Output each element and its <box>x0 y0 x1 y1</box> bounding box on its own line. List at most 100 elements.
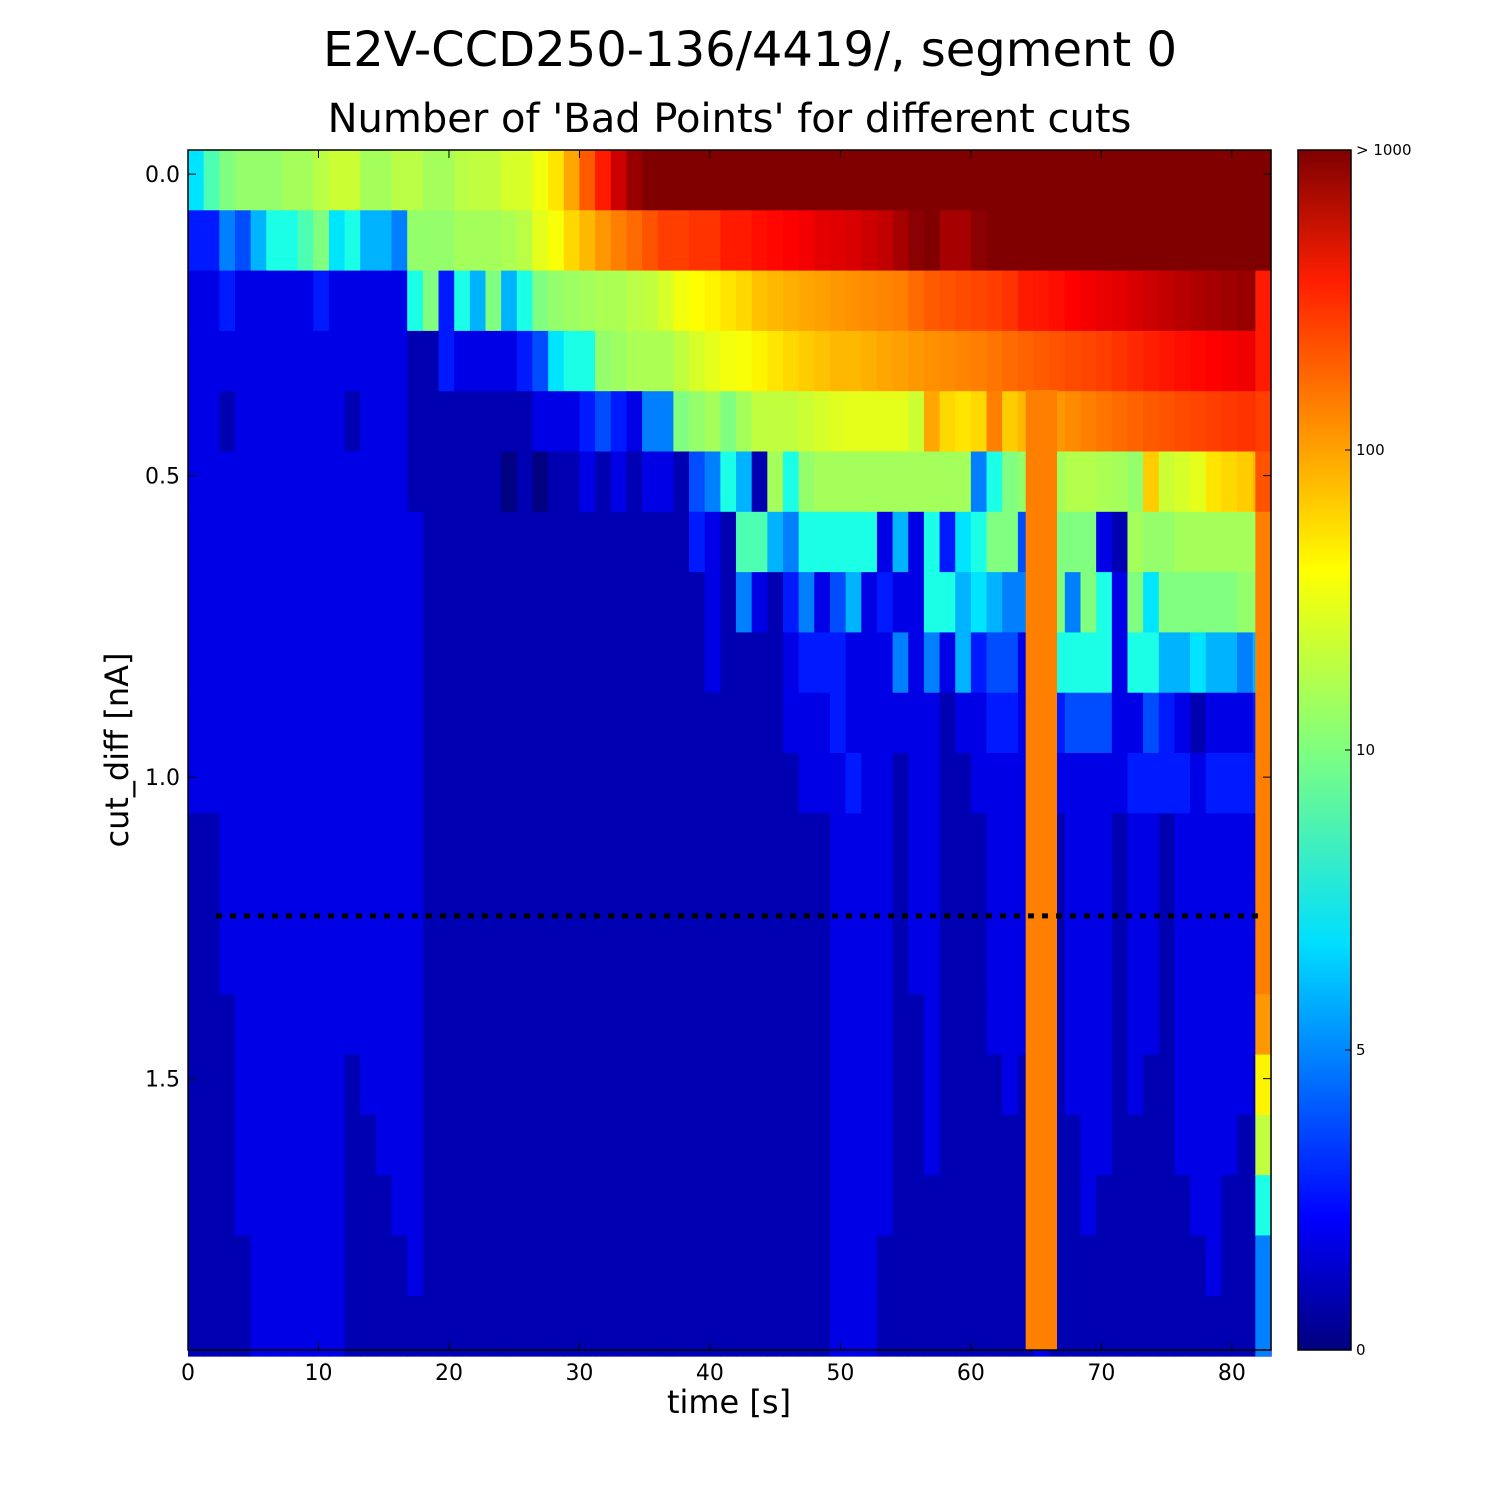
heatmap-cell <box>501 1235 518 1297</box>
heatmap-cell <box>375 1295 393 1357</box>
heatmap-cell <box>595 210 612 272</box>
heatmap-cell <box>1205 150 1223 211</box>
heatmap-cell <box>923 1175 941 1237</box>
heatmap-cell <box>595 1114 612 1176</box>
heatmap-cell <box>814 1114 831 1176</box>
heatmap-cell <box>375 994 393 1056</box>
heatmap-cell <box>657 632 674 694</box>
heatmap-cell <box>642 753 659 814</box>
heatmap-cell <box>970 572 988 634</box>
heatmap-cell <box>328 753 346 814</box>
heatmap-cell <box>219 1175 236 1237</box>
heatmap-cell <box>1111 451 1129 513</box>
heatmap-cell <box>970 1054 988 1116</box>
x-tick-label: 70 <box>1087 1361 1115 1386</box>
heatmap-cell <box>391 150 408 211</box>
heatmap-cell <box>266 933 283 995</box>
heatmap-cell <box>720 572 737 634</box>
heatmap-cell <box>485 270 502 332</box>
heatmap-cell <box>360 572 377 634</box>
heatmap-cell <box>782 753 800 814</box>
heatmap-cell <box>375 451 393 513</box>
heatmap-cell <box>188 632 205 694</box>
heatmap-cell <box>955 150 972 211</box>
heatmap-cell <box>391 1295 408 1357</box>
heatmap-cell <box>548 753 565 814</box>
heatmap-cell <box>344 511 361 573</box>
heatmap-cell <box>438 753 455 814</box>
heatmap-cell <box>1190 1235 1207 1297</box>
heatmap-cell <box>438 933 455 995</box>
heatmap-cell <box>610 632 628 694</box>
heatmap-cell <box>328 692 346 754</box>
heatmap-cell <box>1096 391 1113 453</box>
heatmap-cell <box>876 1175 894 1237</box>
heatmap-cell <box>1174 330 1191 392</box>
heatmap-cell <box>845 572 862 634</box>
edge-cell <box>1255 692 1271 754</box>
heatmap-cell <box>1174 1295 1191 1357</box>
heatmap-cell <box>626 813 643 875</box>
heatmap-cell <box>626 572 643 634</box>
heatmap-cell <box>563 1114 581 1176</box>
heatmap-cell <box>798 1114 815 1176</box>
heatmap-cell <box>689 1175 706 1237</box>
heatmap-cell <box>610 1235 628 1297</box>
heatmap-cell <box>955 1235 972 1297</box>
heatmap-cell <box>1143 270 1160 332</box>
heatmap-cell <box>1221 692 1238 754</box>
heatmap-cell <box>986 210 1003 272</box>
heatmap-cell <box>595 511 612 573</box>
heatmap-cell <box>219 1054 236 1116</box>
heatmap-cell <box>626 1054 643 1116</box>
heatmap-cell <box>736 813 753 875</box>
heatmap-cell <box>908 511 925 573</box>
heatmap-cell <box>469 210 487 272</box>
heatmap-cell <box>532 270 549 332</box>
heatmap-cell <box>798 511 815 573</box>
heatmap-cell <box>579 150 596 211</box>
heatmap-cell <box>1237 391 1254 453</box>
heatmap-cell <box>250 330 267 392</box>
heatmap-cell <box>234 933 252 995</box>
heatmap-cell <box>313 1235 330 1297</box>
heatmap-cell <box>1080 813 1097 875</box>
heatmap-cell <box>234 451 252 513</box>
heatmap-cell <box>876 451 894 513</box>
heatmap-cell <box>970 1114 988 1176</box>
heatmap-cell <box>642 270 659 332</box>
x-axis-label: time [s] <box>667 1383 791 1421</box>
heatmap-cell <box>1190 1175 1207 1237</box>
heatmap-cell <box>1096 873 1113 935</box>
heatmap-cell <box>407 873 424 935</box>
edge-cell <box>1255 873 1271 935</box>
heatmap-cell <box>642 150 659 211</box>
heatmap-cell <box>689 150 706 211</box>
heatmap-cell <box>250 511 267 573</box>
heatmap-cell <box>908 1054 925 1116</box>
heatmap-cell <box>563 1054 581 1116</box>
heatmap-cell <box>626 391 643 453</box>
heatmap-cell <box>751 330 768 392</box>
heatmap-cell <box>1205 270 1223 332</box>
heatmap-cell <box>923 873 941 935</box>
heatmap-cell <box>986 451 1003 513</box>
edge-cell <box>1255 1175 1271 1237</box>
heatmap-cell <box>297 1054 314 1116</box>
heatmap-cell <box>814 511 831 573</box>
heatmap-cell <box>548 994 565 1056</box>
heatmap-cell <box>234 210 252 272</box>
heatmap-cell <box>782 933 800 995</box>
heatmap-cell <box>689 994 706 1056</box>
heatmap-cell <box>626 451 643 513</box>
heatmap-cell <box>548 572 565 634</box>
heatmap-cell <box>689 873 706 935</box>
heatmap-cell <box>407 813 424 875</box>
heatmap-cell <box>532 1235 549 1297</box>
heatmap-cell <box>955 210 972 272</box>
heatmap-cell <box>1174 813 1191 875</box>
heatmap-cell <box>829 572 847 634</box>
heatmap-cell <box>266 1235 283 1297</box>
heatmap-cell <box>829 753 847 814</box>
heatmap-cell <box>313 451 330 513</box>
